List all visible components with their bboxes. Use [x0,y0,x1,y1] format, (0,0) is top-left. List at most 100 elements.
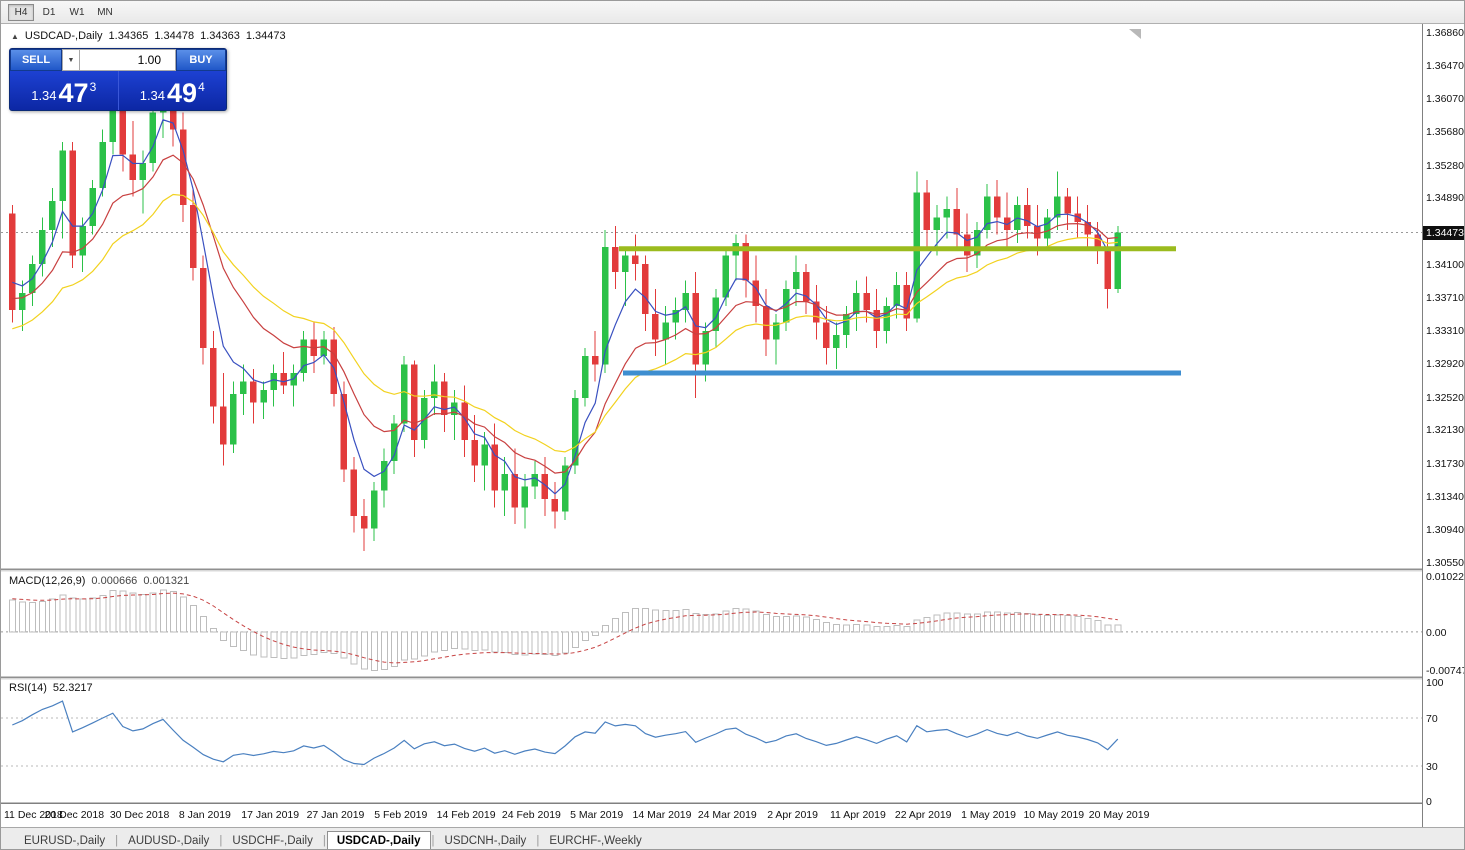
macd-indicator-label: MACD(12,26,9) 0.000666 0.001321 [9,575,189,587]
volume-field[interactable]: 1.00 [80,49,176,71]
time-axis[interactable]: 11 Dec 2018 20 Dec 2018 30 Dec 2018 8 Jan 2… [1,804,1422,827]
candle [612,247,619,273]
ohlc-low: 1.34363 [200,30,240,42]
timeframe-toolbar: H4 D1 W1 MN [1,1,1464,24]
macd-histogram-bar [973,613,981,633]
candle [1024,205,1031,227]
chart-tab-usdchf[interactable]: USDCHF-,Daily [232,835,313,847]
macd-histogram-bar [742,608,750,633]
macd-histogram-bar [119,590,127,633]
candle [481,444,488,466]
bid-pips: 47 [58,78,89,108]
price-scale-label: 1.31730 [1426,457,1464,470]
macd-histogram-bar [853,623,861,633]
candle [712,297,719,332]
candle [210,347,217,407]
macd-histogram-bar [471,631,479,651]
macd-histogram-bar [702,614,710,633]
timeframe-button-h4[interactable]: H4 [8,3,34,21]
tab-separator: | [536,835,540,847]
candle [742,242,750,281]
candle [903,284,910,319]
macd-histogram-bar [99,594,107,633]
candle [109,87,116,143]
bid-price-button[interactable]: 1.34 47 3 [10,71,118,110]
candle [471,440,478,466]
macd-histogram-bar [270,631,278,659]
candle [873,310,880,332]
chart-shift-marker-icon[interactable] [1129,29,1141,39]
sell-button[interactable]: SELL [10,49,62,71]
macd-histogram-bar [571,631,579,649]
timeframe-button-w1[interactable]: W1 [64,4,90,21]
ask-price-button[interactable]: 1.34 49 4 [117,71,226,110]
candle [19,293,26,311]
macd-histogram-bar [1094,620,1102,633]
candle [149,112,157,164]
macd-histogram-bar [802,616,810,633]
chart-tabs-bar: EURUSD-,Daily | AUDUSD-,Daily | USDCHF-,Dail… [1,827,1464,849]
tab-separator: | [219,835,223,847]
volume-dropdown-button[interactable]: ▼ [62,49,80,71]
candle [591,356,599,365]
chart-tab-audusd[interactable]: AUDUSD-,Daily [128,835,210,847]
chart-tab-usdcnh[interactable]: USDCNH-,Daily [444,835,527,847]
macd-histogram-bar [923,617,931,633]
date-label: 1 May 2019 [961,809,1016,821]
candle [632,255,639,264]
price-scale[interactable]: 1.36860 1.36470 1.36070 1.35680 1.35280 1.348… [1422,24,1464,827]
macd-histogram-bar [9,599,16,633]
macd-histogram-bar [983,611,991,633]
candle [330,339,338,394]
candle [561,465,569,512]
macd-histogram-bar [461,631,469,650]
price-scale-label: 1.35680 [1426,126,1464,139]
price-scale-label: 1.31340 [1426,490,1464,503]
macd-histogram-bar [350,631,358,665]
timeframe-button-mn[interactable]: MN [92,4,118,21]
price-panel [1,29,1422,552]
macd-histogram-bar [1084,617,1092,633]
timeframe-button-d1[interactable]: D1 [36,4,62,21]
candle [461,402,468,441]
symbol-marker-icon: ▲ [11,31,19,41]
chart-tab-eurusd[interactable]: EURUSD-,Daily [24,835,106,847]
macd-histogram-bar [370,631,378,672]
candle [531,473,539,487]
candle [300,339,307,374]
candle [280,373,287,386]
moving-average-medium [12,154,1118,474]
candle [772,322,780,340]
date-label: 2 Apr 2019 [767,809,818,821]
candle [1034,226,1041,239]
macd-histogram-bar [591,631,599,637]
buy-button[interactable]: BUY [176,49,226,71]
price-scale-label: 1.33710 [1426,291,1464,304]
chart-tab-eurchf[interactable]: EURCHF-,Weekly [549,835,642,847]
chart-tab-usdcad[interactable]: USDCAD-,Daily [326,831,431,849]
macd-histogram-bar [340,631,348,659]
macd-histogram-bar [1114,624,1122,633]
macd-name: MACD(12,26,9) [9,575,86,587]
macd-histogram-bar [189,604,197,633]
macd-histogram-bar [360,631,368,670]
candle [270,373,277,390]
macd-histogram-bar [300,631,308,657]
macd-histogram-bar [993,611,1001,633]
date-label: 8 Jan 2019 [178,809,231,821]
candle [491,444,498,491]
rsi-indicator-label: RSI(14) 52.3217 [9,682,93,694]
candle [833,335,840,348]
candle [1094,234,1101,252]
candle [863,293,870,311]
date-label: 10 May 2019 [1023,809,1085,821]
macd-histogram-bar [1064,614,1072,633]
date-label: 22 Apr 2019 [894,809,952,821]
candle [250,381,257,403]
ohlc-open: 1.34365 [108,30,149,42]
candle [652,314,659,340]
macd-histogram-bar [622,612,630,633]
ask-pips: 49 [167,78,198,108]
main-chart[interactable] [1,24,1422,827]
macd-histogram-bar [612,618,619,633]
